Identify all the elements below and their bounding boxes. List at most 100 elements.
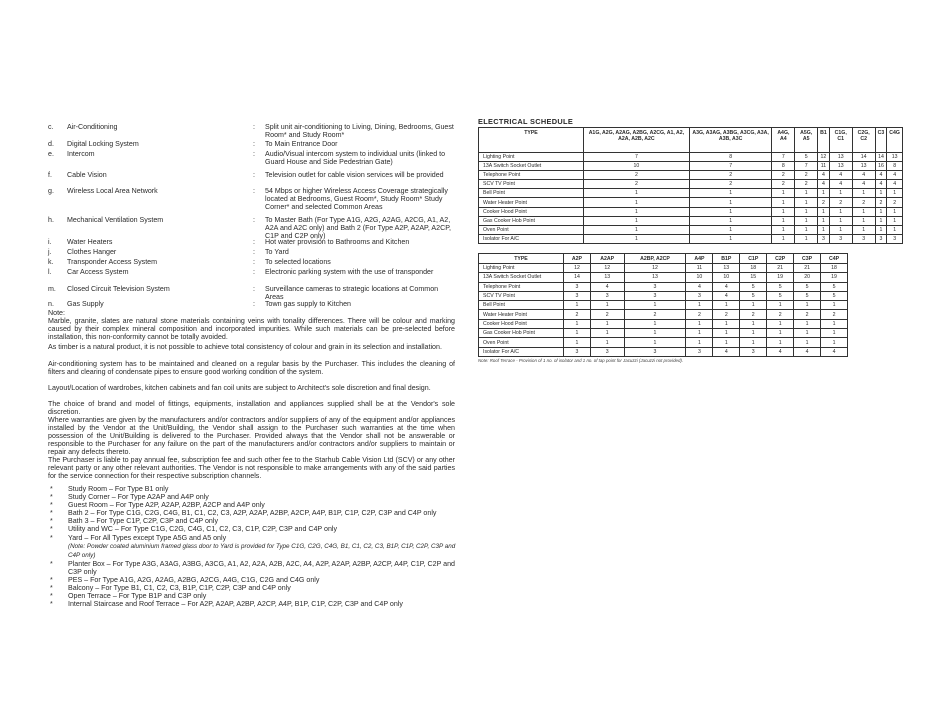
- spec-value: 54 Mbps or higher Wireless Access Covera…: [265, 187, 448, 212]
- cell-value: 1: [563, 328, 591, 339]
- cell-value: 5: [766, 281, 795, 292]
- row-label: Cooker Hood Point: [478, 318, 564, 330]
- cell-value: 2: [793, 309, 822, 320]
- table-row: Lighting Point 12 12 12 11 13 18 21 21 18: [478, 262, 848, 274]
- table-row: Bell Point 1 1 1 1 1 1 1 1 1: [478, 188, 903, 199]
- spec-name: Cable Vision: [67, 171, 107, 179]
- column-header: TYPE: [478, 127, 584, 153]
- cell-value: 1: [820, 318, 848, 330]
- cell-value: 1: [793, 318, 822, 330]
- spec-value: To Yard: [265, 248, 289, 256]
- cell-value: 1: [563, 300, 591, 311]
- cell-value: 1: [583, 188, 690, 199]
- table-row: Gas Cooker Hob Point 1 1 1 1 1 1 1 1 1: [478, 215, 903, 226]
- asterisk-marker: *: [50, 559, 53, 568]
- cell-value: 1: [886, 188, 903, 199]
- cell-value: 3: [589, 290, 625, 302]
- cell-value: 1: [583, 206, 690, 217]
- cell-value: 1: [583, 224, 690, 235]
- cell-value: 4: [820, 346, 848, 357]
- cell-value: 1: [771, 197, 796, 208]
- cell-value: 2: [685, 309, 714, 320]
- cell-value: 5: [739, 290, 768, 302]
- spec-letter: i.: [48, 238, 52, 246]
- cell-value: 3: [563, 346, 591, 357]
- asterisk-marker: *: [50, 509, 53, 518]
- table-row: SCV TV Point 2 2 2 2 4 4 4 4 4: [478, 179, 903, 190]
- cell-value: 1: [771, 215, 796, 226]
- cell-value: 3: [886, 233, 903, 244]
- spec-colon: :: [253, 285, 255, 293]
- footnote-item: * Balcony – For Type B1, C1, C2, C3, B1P,…: [48, 584, 458, 592]
- spec-letter: d.: [48, 140, 54, 148]
- cell-value: 2: [886, 197, 903, 208]
- cell-value: 18: [739, 262, 768, 274]
- cell-value: 5: [820, 281, 848, 292]
- row-label: 13A Switch Socket Outlet: [478, 272, 564, 283]
- cell-value: 21: [766, 262, 795, 274]
- cell-value: 1: [563, 337, 591, 348]
- cell-value: 13: [589, 272, 625, 283]
- cell-value: 2: [563, 309, 591, 320]
- spec-value: Surveillance cameras to strategic locati…: [265, 285, 439, 302]
- cell-value: 1: [828, 206, 853, 217]
- cell-value: 1: [589, 318, 625, 330]
- spec-colon: :: [253, 187, 255, 195]
- cell-value: 12: [817, 151, 830, 163]
- asterisk-marker: *: [50, 525, 53, 534]
- cell-value: 4: [589, 281, 625, 292]
- footnote-text: Guest Room – For Type A2P, A2AP, A2BP, A…: [68, 501, 265, 510]
- cell-value: 2: [771, 179, 796, 190]
- cell-value: 5: [820, 290, 848, 302]
- cell-value: 2: [583, 170, 690, 181]
- cell-value: 4: [817, 170, 830, 181]
- cell-value: 1: [688, 197, 773, 208]
- table-row: Water Heater Point 2 2 2 2 2 2 2 2 2: [478, 309, 848, 320]
- cell-value: 3: [685, 346, 714, 357]
- cell-value: 2: [766, 309, 795, 320]
- cell-value: 4: [886, 179, 903, 190]
- column-header: A4P: [685, 253, 714, 264]
- row-label: Oven Point: [478, 337, 564, 348]
- footnote-text: Planter Box – For Type A3G, A3AG, A3BG, …: [68, 559, 456, 576]
- cell-value: 1: [685, 300, 714, 311]
- column-header: C2P: [766, 253, 795, 264]
- table-row: Telephone Point 2 2 2 2 4 4 4 4 4: [478, 170, 903, 181]
- cell-value: 1: [623, 318, 687, 330]
- cell-value: 3: [623, 290, 687, 302]
- cell-value: 1: [851, 215, 876, 226]
- cell-value: 12: [589, 262, 625, 274]
- footnote-item: * Open Terrace – For Type B1P and C3P onl…: [48, 592, 458, 600]
- cell-value: 1: [874, 224, 888, 235]
- cell-value: 5: [793, 281, 822, 292]
- cell-value: 2: [688, 170, 773, 181]
- row-label: Gas Cooker Hob Point: [478, 215, 584, 226]
- schedule-note: Note: Roof Terrace - Provision of 1 no. …: [478, 358, 684, 363]
- cell-value: 1: [771, 233, 796, 244]
- asterisk-marker: *: [50, 533, 53, 542]
- cell-value: 1: [793, 300, 822, 311]
- footnote-item: * Yard – For All Types except Type A5G an…: [48, 534, 458, 560]
- spec-name: Air-Conditioning: [67, 123, 118, 131]
- cell-value: 1: [766, 337, 795, 348]
- cell-value: 4: [766, 346, 795, 357]
- asterisk-marker: *: [50, 485, 53, 493]
- cell-value: 1: [820, 328, 848, 339]
- spec-name: Digital Locking System: [67, 140, 139, 148]
- cell-value: 21: [793, 262, 822, 274]
- cell-value: 1: [688, 206, 773, 217]
- spec-letter: e.: [48, 150, 54, 158]
- row-label: 13A Switch Socket Outlet: [478, 161, 584, 172]
- column-header: A4G, A4: [771, 127, 796, 153]
- cell-value: 1: [685, 328, 714, 339]
- cell-value: 4: [828, 179, 853, 190]
- cell-value: 1: [794, 188, 819, 199]
- column-header: C4P: [820, 253, 848, 264]
- spec-value: Television outlet for cable vision servi…: [265, 171, 444, 179]
- cell-value: 10: [685, 272, 714, 283]
- column-header: A2BP, A2CP: [623, 253, 687, 264]
- cell-value: 3: [851, 233, 876, 244]
- cell-value: 13: [623, 272, 687, 283]
- cell-value: 1: [712, 337, 741, 348]
- column-header: A5G, A5: [794, 127, 819, 153]
